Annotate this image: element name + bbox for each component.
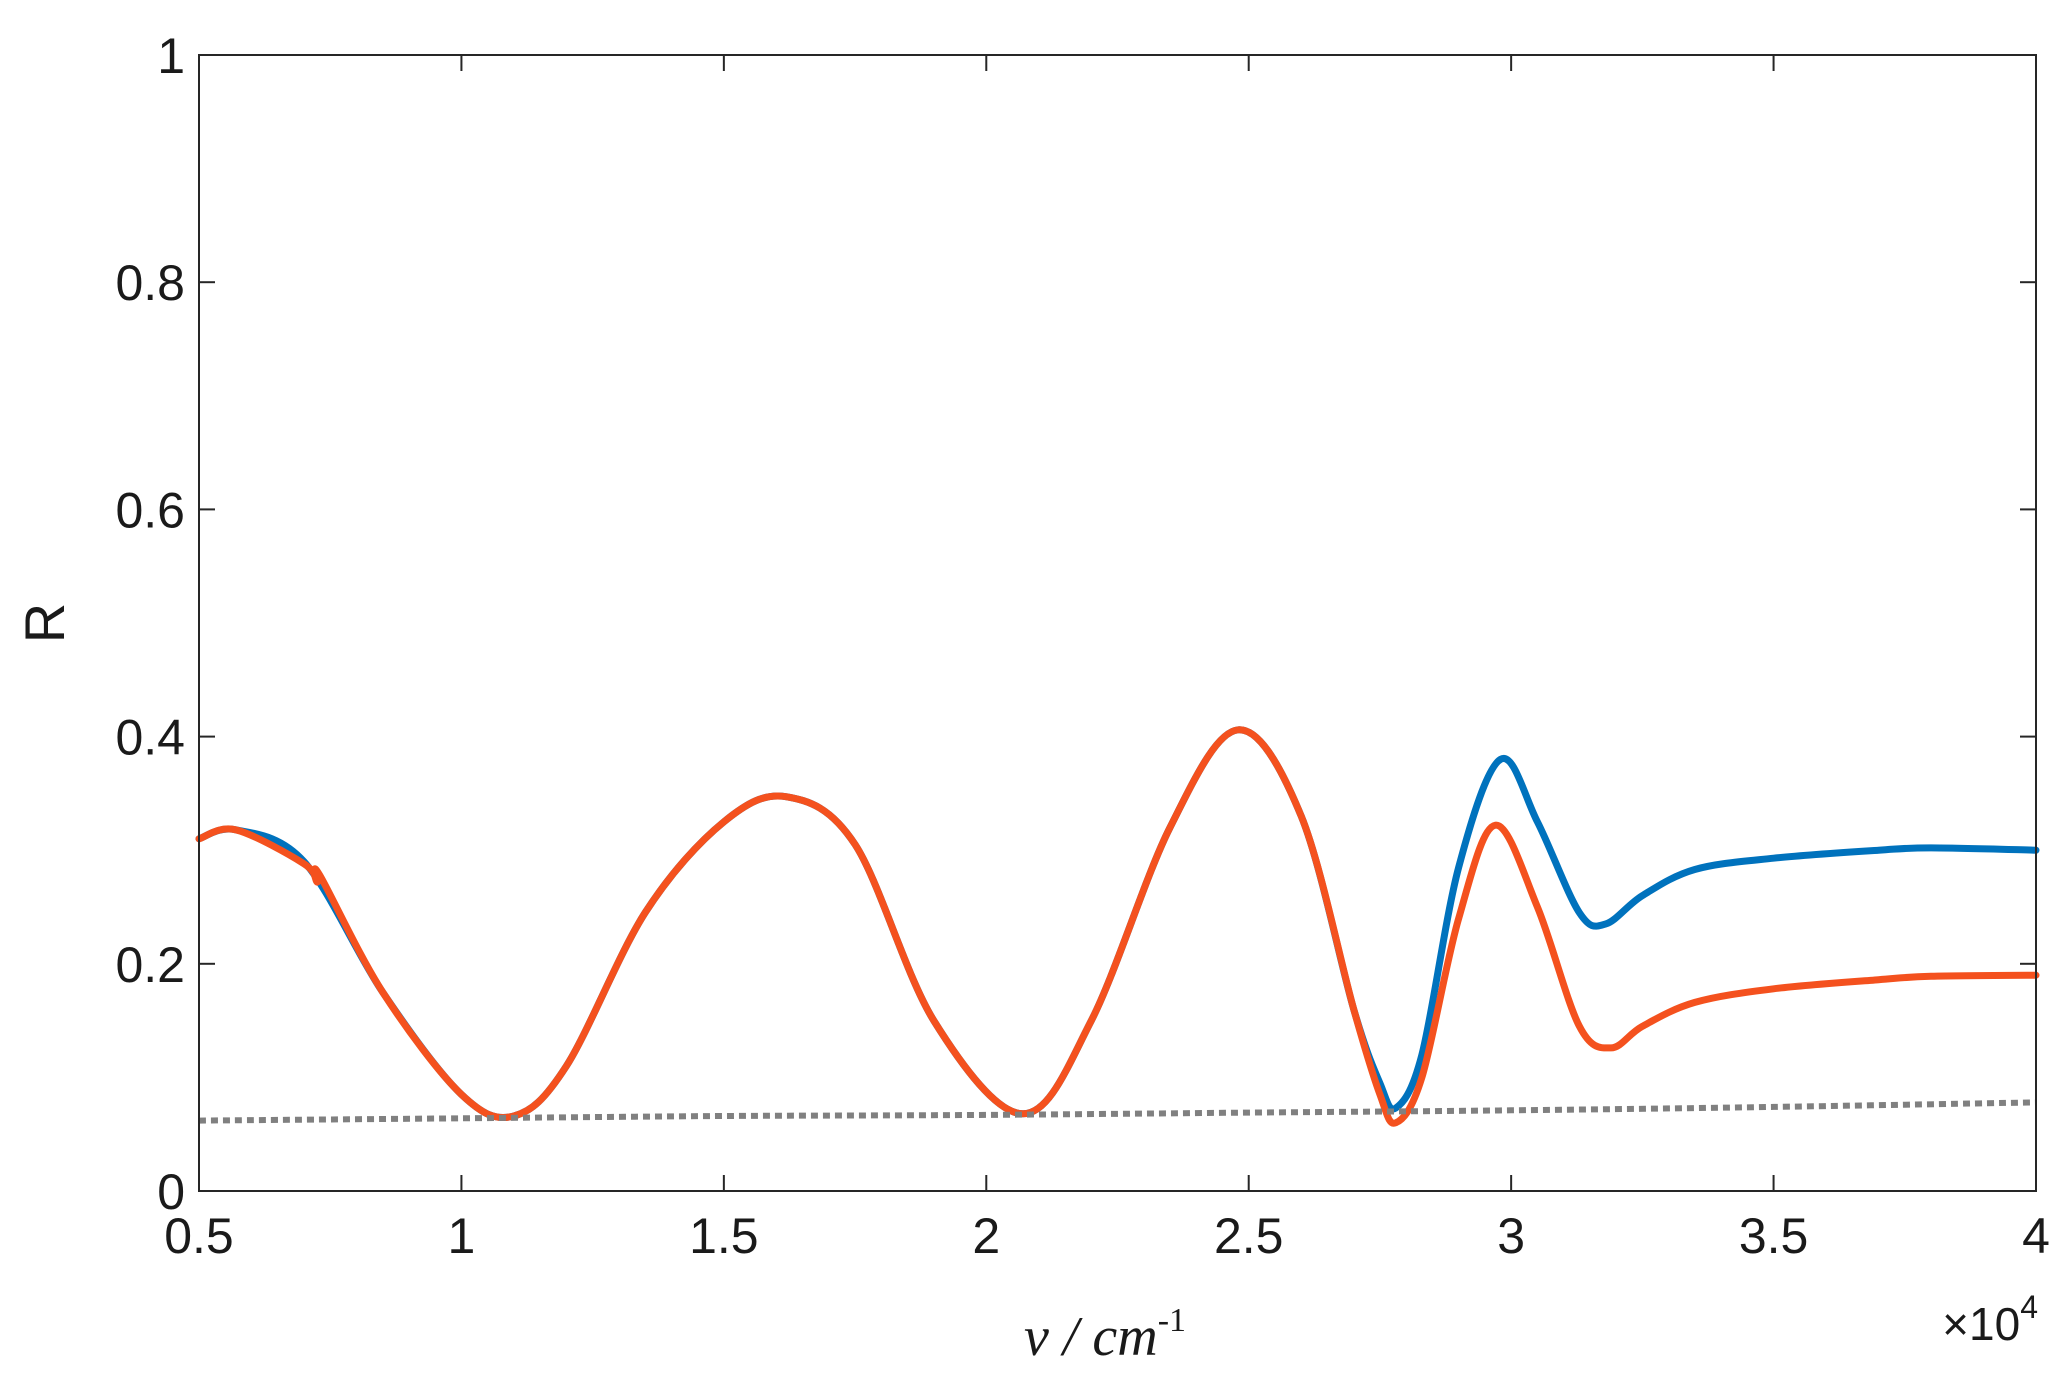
x-tick-label: 4 — [2022, 1208, 2050, 1264]
y-axis-label: R — [13, 603, 76, 643]
x-tick-label: 3 — [1497, 1208, 1525, 1264]
x-multiplier-label: ×104 — [1942, 1289, 2038, 1350]
x-tick-label: 2 — [972, 1208, 1000, 1264]
series-line-3 — [198, 1099, 2037, 1124]
x-axis-label: ν / cm-1 — [1024, 1302, 1186, 1368]
y-tick-label: 0.8 — [115, 255, 185, 311]
series-line-2 — [195, 726, 2040, 1127]
ticks-layer: 0.5 1 1.5 2 2.5 3 3.5 4 0 0.2 0.4 0.6 0.8 1 — [115, 28, 2049, 1264]
x-tick-label: 3.5 — [1739, 1208, 1809, 1264]
y-tick-label: 0.4 — [115, 710, 185, 766]
x-tick-label: 1.5 — [689, 1208, 759, 1264]
x-tick-label: 2.5 — [1214, 1208, 1284, 1264]
series-layer — [195, 726, 2040, 1127]
x-axis-label-exponent: -1 — [1158, 1302, 1186, 1339]
y-tick-label: 0.2 — [115, 937, 185, 993]
x-multiplier-base: ×10 — [1942, 1298, 2020, 1350]
y-tick-label: 1 — [157, 28, 185, 84]
x-axis-label-main: ν / cm — [1024, 1306, 1158, 1368]
x-tick-label: 0.5 — [164, 1208, 234, 1264]
y-tick-label: 0.6 — [115, 482, 185, 538]
x-tick-label: 1 — [448, 1208, 476, 1264]
x-multiplier-exponent: 4 — [2020, 1289, 2038, 1325]
plot-frame — [198, 54, 2037, 1192]
y-tick-label: 0 — [157, 1164, 185, 1220]
